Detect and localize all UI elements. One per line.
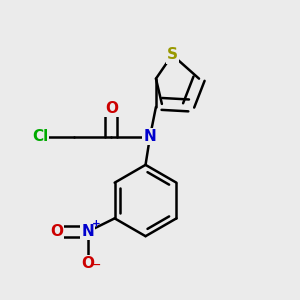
Text: O: O: [105, 101, 118, 116]
Text: Cl: Cl: [32, 129, 48, 144]
Text: +: +: [92, 219, 101, 229]
Text: S: S: [167, 47, 178, 62]
Text: N: N: [144, 129, 156, 144]
Text: O: O: [50, 224, 63, 239]
Text: −: −: [92, 260, 101, 270]
Text: N: N: [81, 224, 94, 239]
Text: O: O: [81, 256, 94, 271]
